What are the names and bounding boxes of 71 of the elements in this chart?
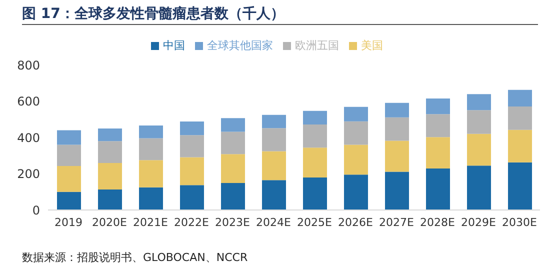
bar — [385, 117, 409, 141]
y-tick-label: 0 — [32, 203, 40, 218]
bar — [344, 106, 368, 122]
x-tick-label: 2030E — [502, 216, 538, 229]
bar — [139, 138, 163, 160]
x-tick-label: 2019 — [54, 216, 82, 229]
bar — [426, 98, 450, 114]
x-tick-label: 2022E — [174, 216, 210, 229]
x-tick-label: 2021E — [133, 216, 168, 229]
bar — [303, 148, 327, 178]
y-tick-label: 800 — [17, 58, 40, 72]
bar — [385, 140, 409, 172]
bar — [467, 166, 491, 210]
x-tick-label: 2028E — [420, 216, 456, 229]
source-note: 数据来源：招股说明书、GLOBOCAN、NCCR — [22, 250, 248, 265]
bar — [57, 192, 81, 210]
bar — [98, 190, 122, 210]
bar — [508, 106, 532, 130]
bar — [303, 178, 327, 210]
y-tick-label: 600 — [17, 94, 40, 109]
bar — [98, 141, 122, 164]
bar — [262, 128, 286, 152]
bar — [221, 154, 245, 183]
bar — [426, 137, 450, 168]
bar — [385, 172, 409, 210]
bar — [344, 174, 368, 210]
bar — [98, 128, 122, 142]
legend-label: 欧洲五国 — [295, 39, 339, 52]
bar — [303, 110, 327, 124]
bar — [426, 114, 450, 138]
x-tick-label: 2026E — [338, 216, 374, 229]
legend-label: 美国 — [361, 39, 383, 52]
x-tick-label: 2023E — [215, 216, 250, 229]
bar — [180, 185, 204, 210]
bar — [139, 187, 163, 210]
bar — [344, 121, 368, 145]
x-tick-label: 2029E — [461, 216, 496, 229]
bar — [426, 168, 450, 210]
bar — [262, 151, 286, 180]
bar — [57, 144, 81, 166]
bar — [303, 124, 327, 148]
bar — [508, 130, 532, 162]
bar — [508, 90, 532, 107]
x-tick-label: 2027E — [379, 216, 414, 229]
bar — [180, 122, 204, 136]
bar — [98, 163, 122, 190]
bar — [467, 110, 491, 134]
bar — [57, 130, 81, 145]
legend-label: 中国 — [163, 39, 185, 52]
y-tick-label: 400 — [17, 130, 40, 145]
bar — [221, 118, 245, 132]
x-tick-label: 2024E — [256, 216, 292, 229]
y-tick-label: 200 — [17, 167, 40, 182]
x-tick-label: 2025E — [297, 216, 332, 229]
legend-label: 全球其他国家 — [207, 39, 273, 52]
bar — [467, 94, 491, 110]
bar — [467, 134, 491, 166]
bar — [385, 102, 409, 118]
bar — [180, 135, 204, 158]
bar — [221, 132, 245, 154]
bar — [262, 180, 286, 210]
x-tick-label: 2020E — [92, 216, 128, 229]
bar — [262, 114, 286, 128]
bar — [139, 126, 163, 138]
bar — [180, 157, 204, 186]
bar — [139, 160, 163, 188]
bar — [344, 144, 368, 175]
chart-title: 图 17：全球多发性骨髓瘤患者数（千人） — [22, 4, 538, 25]
bar — [57, 166, 81, 192]
bar — [221, 182, 245, 210]
bar — [508, 162, 532, 210]
